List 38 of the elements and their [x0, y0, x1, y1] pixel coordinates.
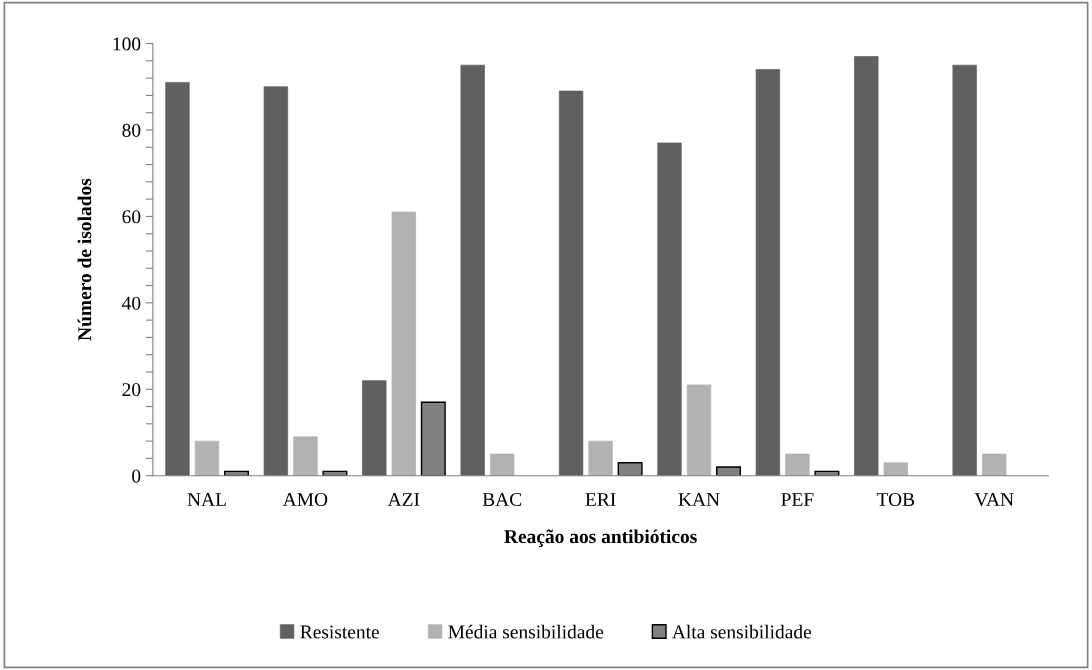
bar [165, 82, 190, 476]
bar [883, 462, 908, 476]
x-tick-label: AMO [282, 492, 328, 507]
legend-label: Resistente [300, 625, 379, 639]
bar [686, 384, 712, 476]
bar [982, 453, 1007, 476]
legend-label: Alta sensibilidade [672, 624, 812, 639]
y-tick-label: 60 [122, 210, 141, 224]
x-tick-label: NAL [187, 493, 226, 506]
bar [755, 69, 781, 476]
x-tick-label: PEF [781, 493, 814, 506]
bar [391, 211, 416, 476]
bar [657, 142, 682, 476]
bar [194, 440, 220, 476]
y-tick-label: 100 [113, 37, 141, 51]
bar [263, 86, 289, 476]
bar [490, 453, 515, 476]
y-tick-label: 80 [122, 123, 141, 137]
bar [558, 90, 584, 476]
legend-label: Média sensibilidade [448, 624, 604, 639]
x-tick-label: BAC [482, 492, 522, 507]
x-tick-label: AZI [387, 493, 420, 506]
y-tick-label: 40 [122, 296, 141, 310]
bar [854, 56, 879, 476]
y-tick-label: 20 [122, 383, 141, 397]
bar [785, 453, 810, 476]
bar [460, 64, 485, 476]
y-axis-title: Número de isolados [77, 178, 92, 341]
x-tick-label: KAN [678, 493, 720, 506]
y-tick-label: 0 [132, 469, 141, 483]
bar [293, 436, 318, 476]
x-axis-title: Reação aos antibióticos [504, 529, 697, 547]
bar [952, 64, 977, 476]
x-tick-label: VAN [974, 493, 1014, 507]
bar [588, 440, 613, 476]
x-tick-label: TOB [876, 492, 915, 507]
x-tick-label: ERI [585, 493, 616, 506]
bar [362, 380, 387, 476]
